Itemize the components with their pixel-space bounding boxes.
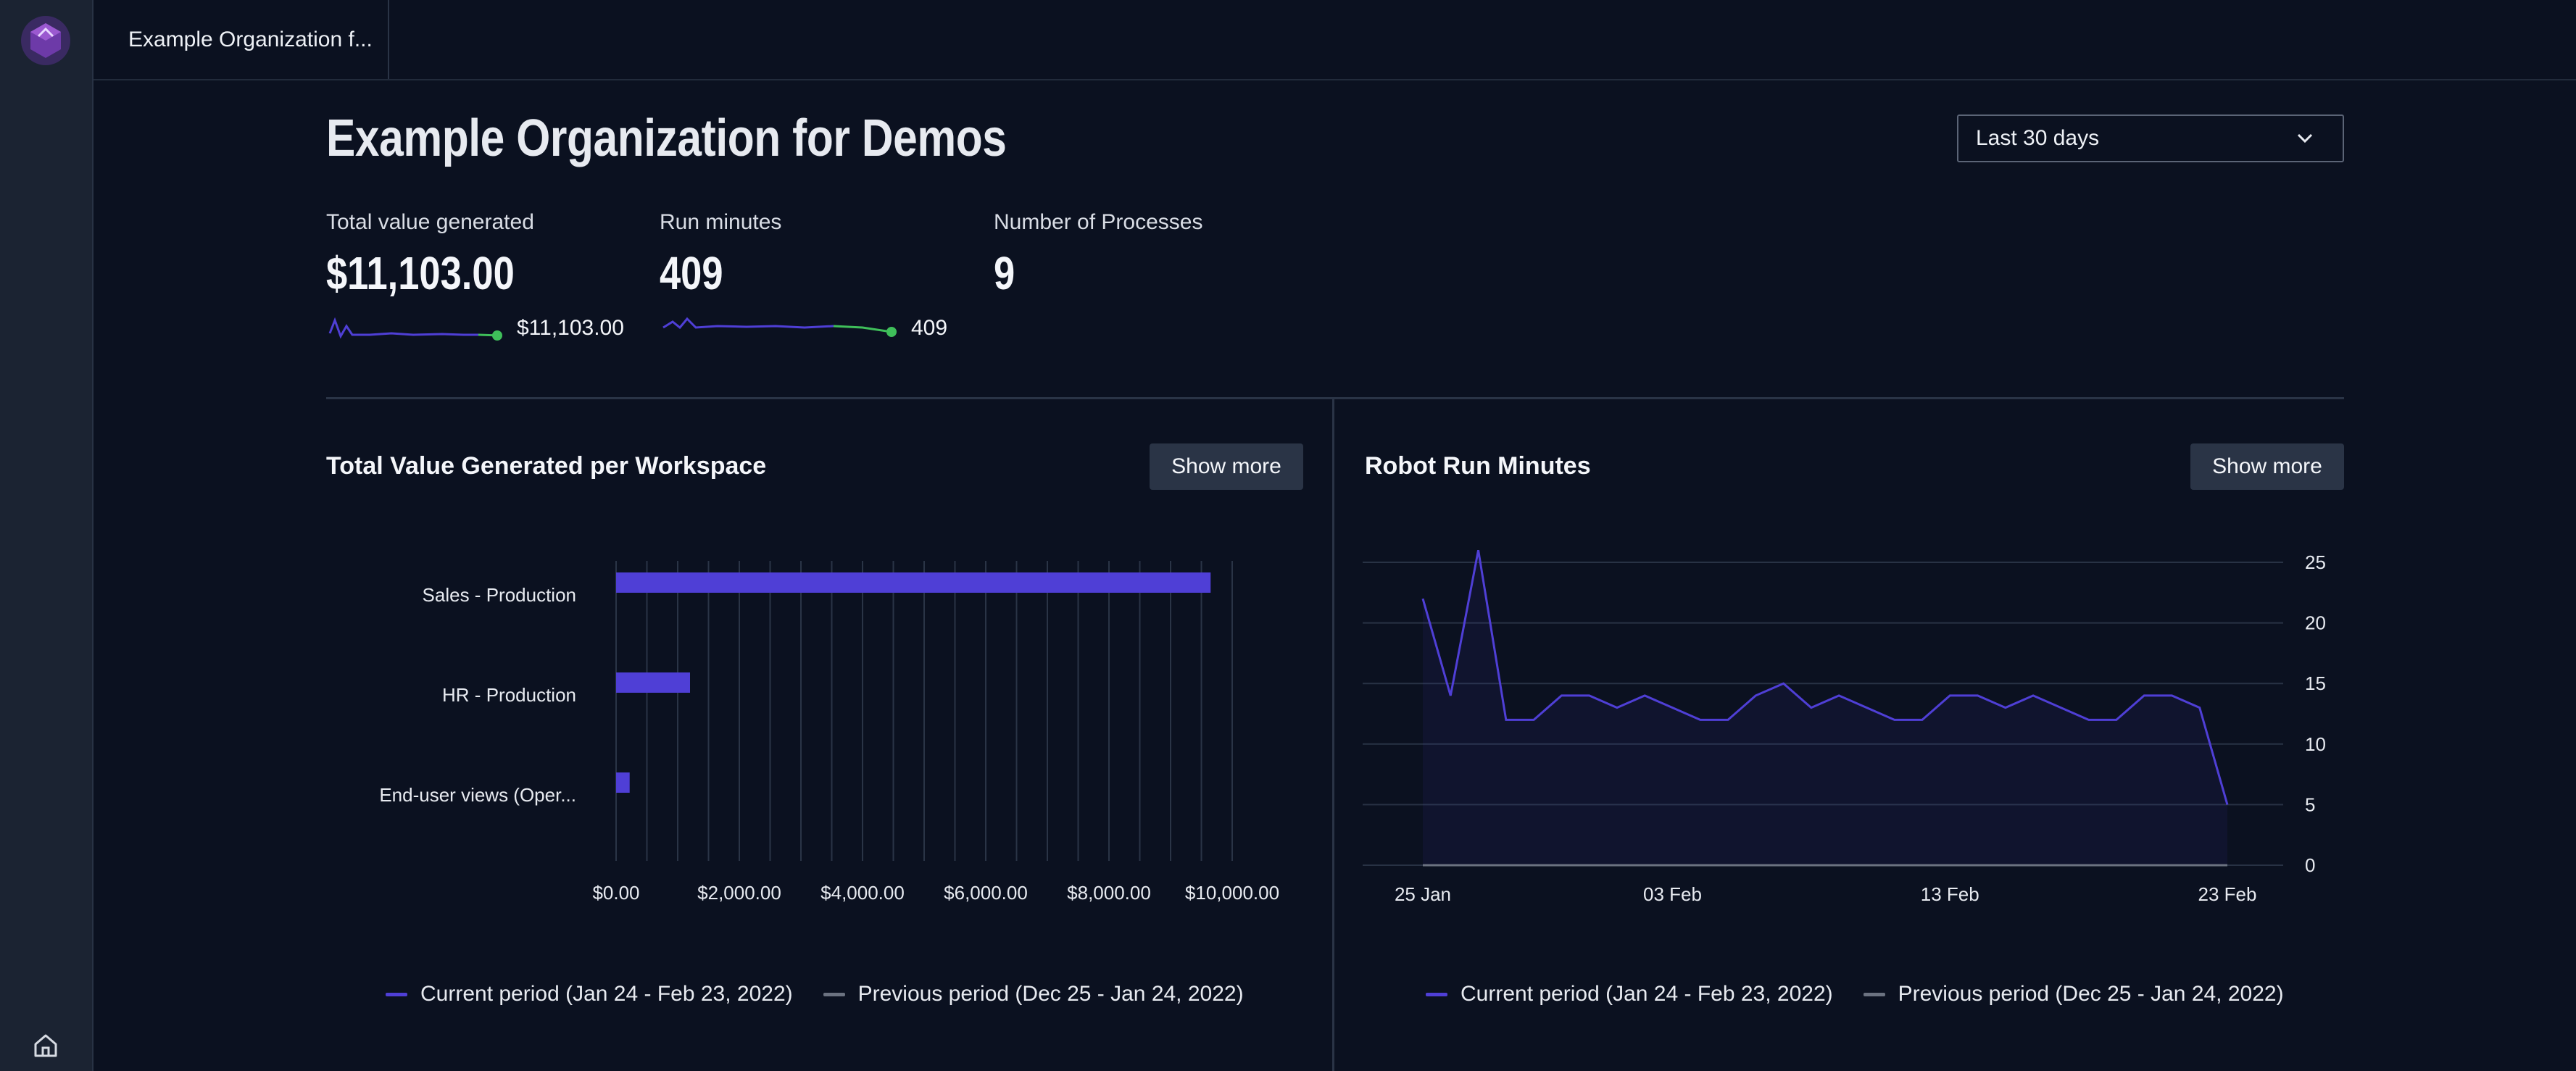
chevron-down-icon	[2297, 133, 2313, 143]
value-chart-legend: Current period (Jan 24 - Feb 23, 2022) P…	[386, 982, 1244, 1007]
y-tick-label: 25	[2305, 551, 2326, 573]
x-tick-label: 25 Jan	[1395, 883, 1451, 905]
kpi-value-run-minutes: 409	[660, 247, 723, 299]
y-tick-label: 10	[2305, 733, 2326, 755]
y-tick-label: 5	[2305, 793, 2315, 815]
x-tick-label: $2,000.00	[697, 882, 781, 904]
page-title: Example Organization for Demos	[326, 109, 1007, 167]
legend-swatch-current	[386, 992, 407, 996]
y-tick-label: 15	[2305, 672, 2326, 694]
x-tick-label: $6,000.00	[944, 882, 1028, 904]
legend-current-label: Current period (Jan 24 - Feb 23, 2022)	[420, 982, 793, 1006]
value-show-more-button[interactable]: Show more	[1150, 443, 1303, 490]
bar	[616, 772, 630, 793]
kpi-spark-value-total: $11,103.00	[517, 316, 624, 340]
x-tick-label: 23 Feb	[2198, 883, 2257, 905]
runtime-chart-legend: Current period (Jan 24 - Feb 23, 2022) P…	[1426, 982, 2284, 1007]
kpi-label-processes: Number of Processes	[994, 210, 1203, 234]
value-panel-title: Total Value Generated per Workspace	[326, 452, 767, 480]
legend-current-label: Current period (Jan 24 - Feb 23, 2022)	[1461, 982, 1833, 1006]
category-label: End-user views (Oper...	[379, 784, 576, 806]
sparkline-end-dot	[886, 327, 897, 337]
section-divider	[326, 397, 2344, 399]
kpi-value-processes: 9	[994, 247, 1015, 299]
hexagon-logo-icon[interactable]	[20, 14, 72, 67]
runtime-panel-title: Robot Run Minutes	[1365, 452, 1591, 480]
category-label: HR - Production	[442, 684, 576, 706]
home-icon[interactable]	[32, 1032, 59, 1059]
kpi-spark-value-run-minutes: 409	[911, 316, 948, 340]
run-minutes-sparkline	[662, 317, 897, 337]
bar	[616, 672, 690, 693]
x-tick-label: $4,000.00	[820, 882, 905, 904]
current-series-line	[1421, 549, 2229, 805]
legend-swatch-previous	[823, 992, 845, 996]
sparkline-end-dot	[492, 330, 502, 341]
current-area	[1423, 550, 2227, 865]
date-range-value: Last 30 days	[1976, 126, 2100, 150]
sidebar	[0, 0, 94, 1071]
runtime-show-more-button[interactable]: Show more	[2190, 443, 2344, 490]
legend-swatch-previous	[1863, 992, 1885, 996]
legend-previous-label: Previous period (Dec 25 - Jan 24, 2022)	[857, 982, 1244, 1006]
kpi-value-total: $11,103.00	[326, 247, 515, 299]
kpi-label-value: Total value generated	[326, 210, 534, 234]
y-tick-label: 0	[2305, 854, 2315, 876]
kpi-label-run-minutes: Run minutes	[660, 210, 782, 234]
x-tick-label: $8,000.00	[1067, 882, 1151, 904]
date-range-select[interactable]: Last 30 days	[1957, 114, 2344, 162]
runtime-line-chart: 0 5 10 15 20 25 25 Jan 03 Feb 13 Feb 23 Feb	[1363, 549, 2326, 905]
legend-previous-label: Previous period (Dec 25 - Jan 24, 2022)	[1898, 982, 2284, 1006]
x-tick-label: $10,000.00	[1185, 882, 1279, 904]
tab-organization[interactable]: Example Organization f...	[94, 0, 389, 79]
category-label: Sales - Production	[423, 584, 576, 606]
bar	[616, 572, 1211, 593]
panel-divider	[1332, 399, 1334, 1071]
top-bar: Example Organization f...	[94, 0, 2576, 80]
legend-swatch-current	[1426, 992, 1447, 996]
x-tick-label: 13 Feb	[1921, 883, 1979, 905]
x-tick-label: 03 Feb	[1643, 883, 1702, 905]
x-tick-label: $0.00	[592, 882, 639, 904]
value-bar-chart: Sales - Production HR - Production End-use…	[379, 561, 1279, 904]
y-tick-label: 20	[2305, 612, 2326, 634]
tab-label: Example Organization f...	[128, 27, 373, 51]
value-sparkline	[328, 317, 502, 341]
